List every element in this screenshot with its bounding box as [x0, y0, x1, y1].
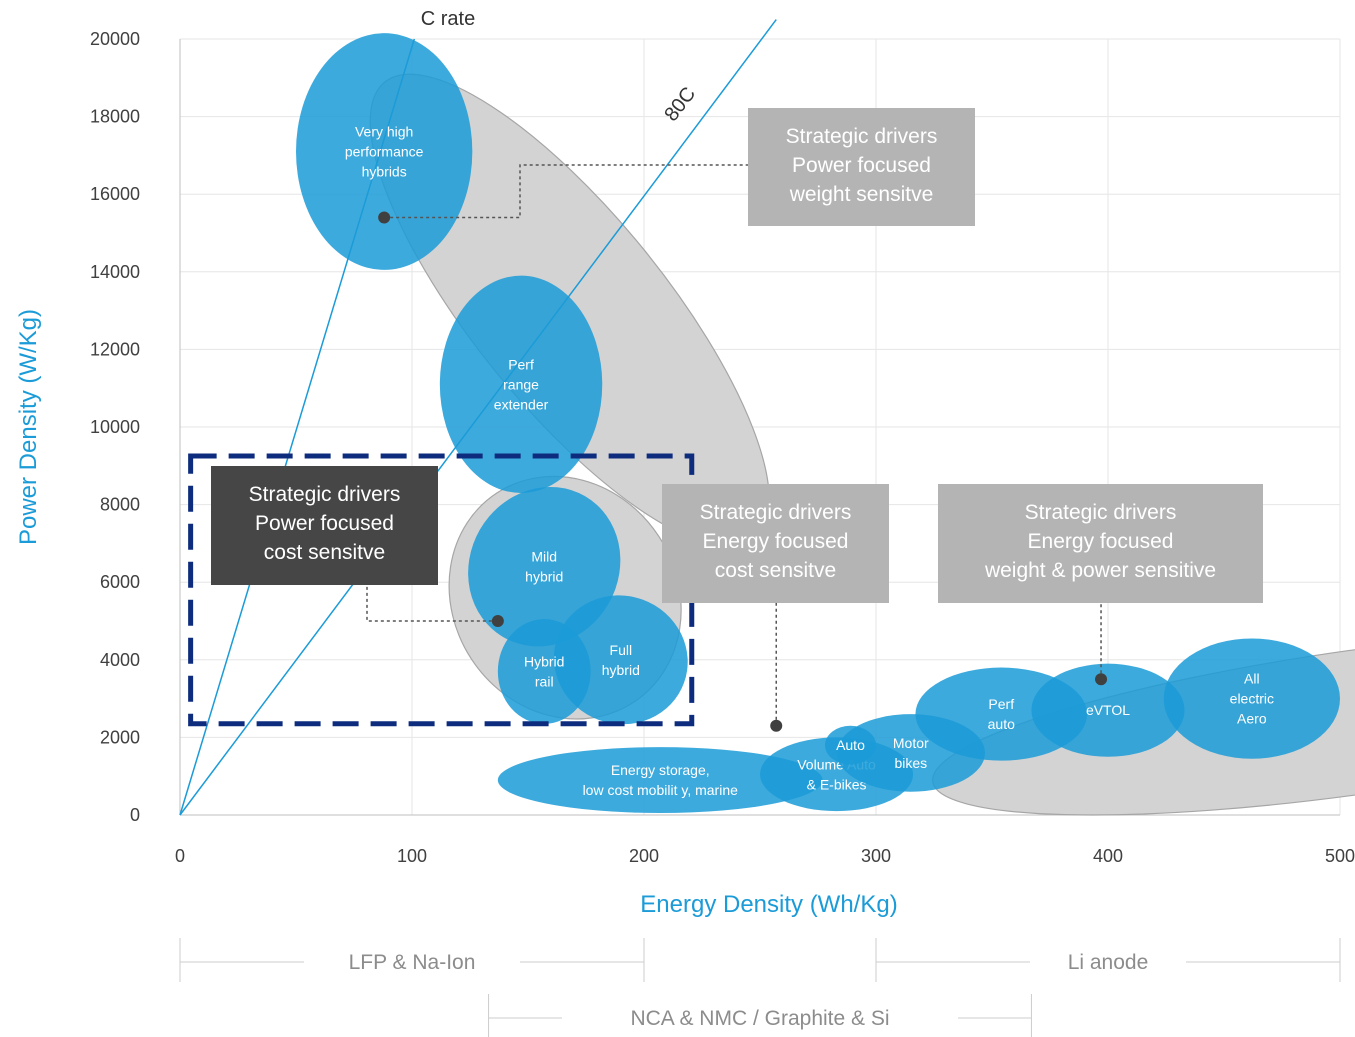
- driver-connectors: [188, 164, 1108, 732]
- driver-box-text: weight sensitve: [789, 183, 934, 206]
- driver-marker: [491, 615, 504, 627]
- application-label: extender: [494, 396, 549, 412]
- application-bubble: [553, 595, 688, 725]
- x-axis-title: Energy Density (Wh/Kg): [640, 891, 897, 918]
- application-label: hybrid: [525, 569, 563, 585]
- driver-box-text: Strategic drivers: [249, 483, 401, 506]
- application-bubble: [296, 33, 473, 270]
- driver-box: [211, 466, 438, 585]
- application-label: electric: [1230, 691, 1274, 707]
- x-tick-label: 100: [397, 846, 427, 866]
- application-bubble: [824, 725, 876, 765]
- application-label: Auto: [836, 737, 865, 753]
- driver-box-text: cost sensitve: [264, 541, 385, 564]
- application-bubbles: Very high performance hybrids Perf range exte…: [296, 33, 1340, 814]
- application-bubble: [497, 747, 823, 814]
- chemistry-range-label: LFP & Na-Ion: [349, 951, 476, 974]
- application-label: Mild: [531, 549, 557, 565]
- y-tick-label: 2000: [100, 727, 140, 747]
- driver-box-text: Power focused: [792, 154, 931, 177]
- application-label: Perf: [988, 696, 1014, 712]
- driver-connector: [384, 164, 748, 219]
- chemistry-range-label: NCA & NMC / Graphite & Si: [630, 1007, 889, 1030]
- application-label: Very high: [355, 124, 413, 140]
- driver-box-text: Strategic drivers: [700, 501, 852, 524]
- application-bubble: [439, 275, 603, 493]
- application-label: auto: [988, 716, 1015, 732]
- y-tick-label: 6000: [100, 572, 140, 592]
- y-tick-label: 0: [130, 805, 140, 825]
- x-tick-label: 500: [1325, 846, 1355, 866]
- driver-box-text: Power focused: [255, 512, 394, 535]
- application-label: Full: [610, 642, 633, 658]
- driver-box: [938, 484, 1263, 603]
- driver-box-text: Strategic drivers: [786, 125, 938, 148]
- y-axis-title: Power Density (W/Kg): [15, 309, 42, 545]
- y-tick-label: 8000: [100, 495, 140, 515]
- y-tick-label: 20000: [90, 29, 140, 49]
- chemistry-ranges: LFP & Na-Ion NCA & NMC / Graphite & Si Li …: [179, 938, 1341, 1037]
- application-label: & E-bikes: [807, 776, 867, 792]
- driver-marker: [770, 719, 783, 732]
- application-label: hybrids: [362, 164, 407, 180]
- application-label: low cost mobilit y, marine: [583, 782, 739, 798]
- chemistry-range-label: Li anode: [1068, 951, 1149, 974]
- driver-box-text: Energy focused: [703, 530, 849, 553]
- application-label: Aero: [1237, 711, 1267, 727]
- application-label: Energy storage,: [611, 762, 710, 778]
- driver-boxes: Strategic drivers Power focused weight sen…: [211, 108, 1263, 603]
- eighty-c-label: 80C: [660, 83, 700, 125]
- y-tick-label: 4000: [100, 650, 140, 670]
- y-tick-label: 16000: [90, 184, 140, 204]
- y-tick-label: 10000: [90, 417, 140, 437]
- y-tick-label: 18000: [90, 107, 140, 127]
- application-label: Hybrid: [524, 653, 564, 669]
- x-tick-label: 400: [1093, 846, 1123, 866]
- application-bubble: [1031, 663, 1185, 757]
- application-label: eVTOL: [1086, 702, 1130, 718]
- x-tick-label: 200: [629, 846, 659, 866]
- driver-box-text: Energy focused: [1028, 530, 1174, 553]
- x-tick-label: 300: [861, 846, 891, 866]
- application-label: hybrid: [602, 662, 640, 678]
- driver-box: [748, 108, 975, 226]
- dashed-focus-region: [188, 453, 695, 727]
- y-axis-ticks: 0 2000 4000 6000 8000 10000 12000 14000 16000 180…: [90, 29, 140, 825]
- driver-marker: [1095, 673, 1108, 686]
- driver-connector: [366, 585, 498, 622]
- application-label: Motor: [893, 735, 929, 751]
- application-label: range: [503, 376, 539, 392]
- application-label: All: [1244, 671, 1260, 687]
- application-bubble: [497, 619, 591, 724]
- driver-marker: [378, 211, 391, 224]
- driver-box-text: Strategic drivers: [1025, 501, 1177, 524]
- y-tick-label: 14000: [90, 262, 140, 282]
- driver-box-text: cost sensitve: [715, 559, 836, 582]
- driver-box-text: weight & power sensitive: [984, 559, 1216, 582]
- x-axis-ticks: 0 100 200 300 400 500: [175, 846, 1355, 866]
- application-label: bikes: [894, 755, 927, 771]
- c-rate-label: C rate: [421, 8, 475, 30]
- x-tick-label: 0: [175, 846, 185, 866]
- y-tick-label: 12000: [90, 339, 140, 359]
- application-label: performance: [345, 144, 424, 160]
- application-bubble: [1163, 638, 1340, 759]
- application-label: rail: [535, 673, 554, 689]
- driver-box: [662, 484, 889, 603]
- application-label: Perf: [508, 356, 534, 372]
